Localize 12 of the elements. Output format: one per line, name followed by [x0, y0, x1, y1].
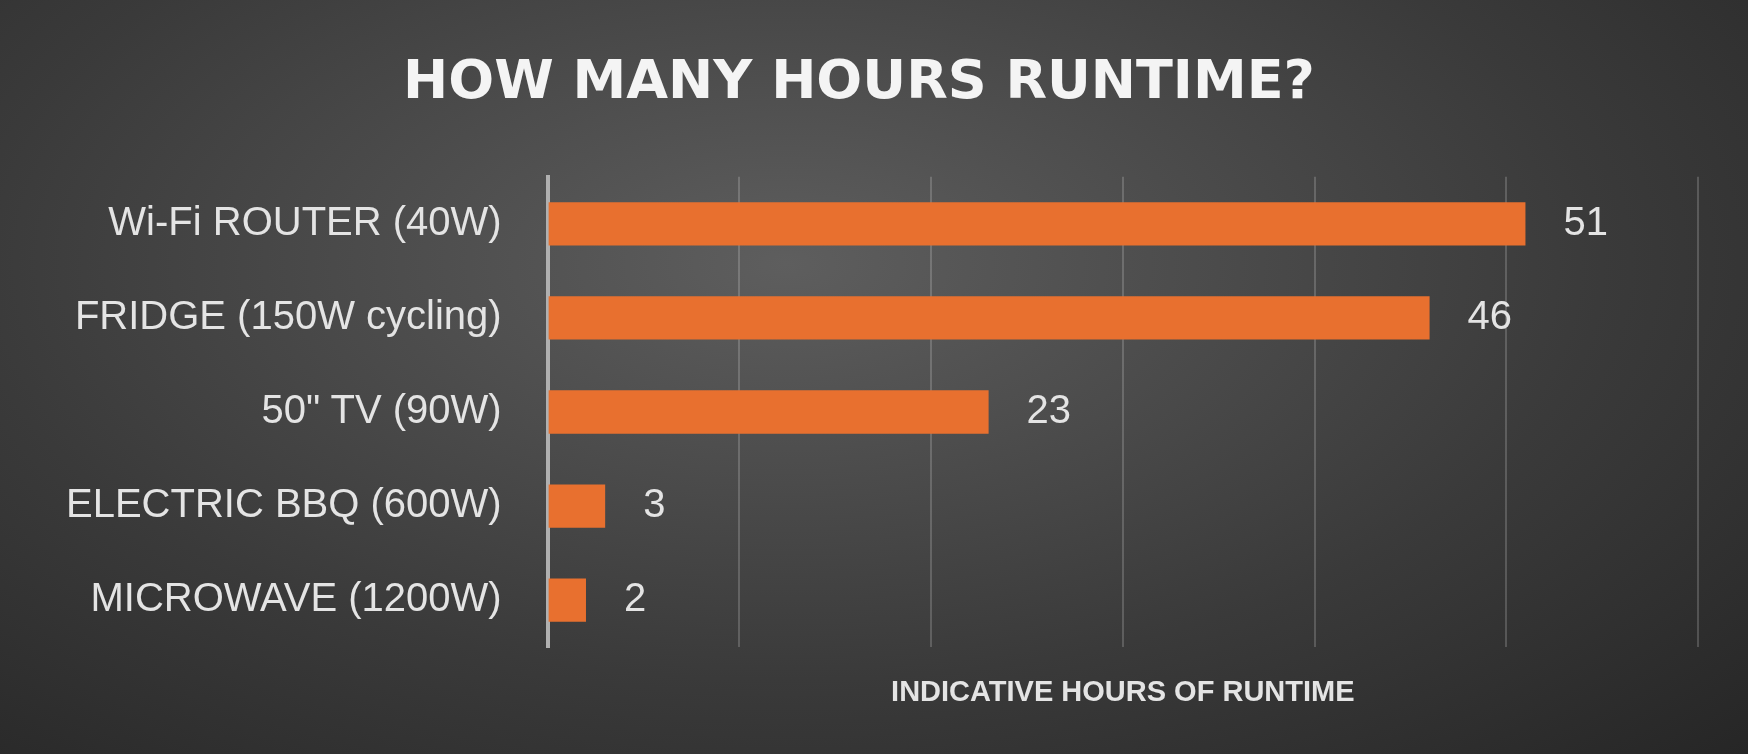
y-tick-label: ELECTRIC BBQ (600W) [65, 481, 502, 526]
y-tick-label: Wi-Fi ROUTER (40W) [108, 198, 502, 243]
data-label: 51 [1563, 198, 1608, 243]
data-label: 2 [623, 575, 647, 620]
data-label: 3 [643, 481, 666, 526]
y-tick-label: FRIDGE (150W cycling) [74, 292, 502, 337]
data-label: 23 [1026, 387, 1072, 432]
data-label: 46 [1467, 292, 1513, 337]
y-tick-label: 50" TV (90W) [261, 387, 502, 432]
x-axis-title: INDICATIVE HOURS OF RUNTIME [891, 674, 1355, 707]
chart-title: HOW MANY HOURS RUNTIME? [403, 48, 1315, 112]
y-tick-label: MICROWAVE (1200W) [90, 575, 502, 620]
